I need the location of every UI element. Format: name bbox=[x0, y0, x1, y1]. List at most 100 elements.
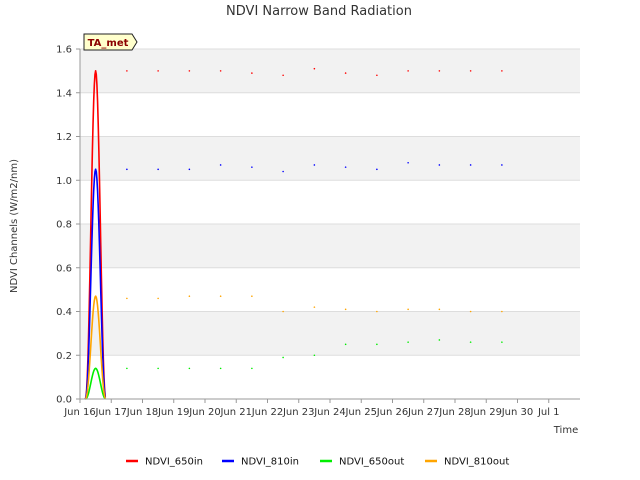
x-tick-label: Jun 21 bbox=[219, 407, 252, 418]
peak-point bbox=[469, 310, 472, 313]
peak-point bbox=[251, 367, 253, 370]
peak-point bbox=[188, 367, 191, 370]
peak-point bbox=[282, 170, 284, 173]
y-tick-label: 0.0 bbox=[56, 395, 72, 406]
y-tick-label: 1.6 bbox=[56, 45, 72, 56]
peak-point bbox=[188, 168, 191, 171]
peak-point bbox=[313, 306, 316, 308]
peak-point bbox=[376, 168, 378, 171]
background-band bbox=[80, 224, 580, 268]
peak-point bbox=[282, 74, 284, 77]
x-tick-label: Jun 22 bbox=[251, 407, 284, 418]
x-tick-label: Jun 30 bbox=[501, 407, 534, 418]
peak-point bbox=[438, 308, 441, 311]
x-tick-label: Jun 23 bbox=[282, 407, 315, 418]
peak-point bbox=[438, 70, 441, 72]
legend-label: NDVI_810out bbox=[444, 457, 509, 468]
legend-item-ndvi_650in: NDVI_650in bbox=[126, 457, 203, 468]
peak-point bbox=[501, 341, 503, 343]
peak-point bbox=[407, 161, 409, 164]
peak-point bbox=[344, 166, 347, 168]
legend: NDVI_650in NDVI_810in NDVI_650out NDVI_810o… bbox=[126, 457, 509, 468]
peak-point bbox=[407, 70, 409, 72]
x-tick-label: Jun 18 bbox=[126, 407, 159, 418]
peak-point bbox=[438, 339, 441, 341]
peak-point bbox=[251, 72, 253, 74]
peak-point bbox=[251, 295, 253, 297]
y-axis-label: NDVI Channels (W/m2/nm) bbox=[9, 159, 20, 293]
x-tick-label: Jun 27 bbox=[407, 407, 440, 418]
background-band bbox=[80, 49, 580, 93]
peak-point bbox=[219, 70, 222, 72]
background-band bbox=[80, 311, 580, 356]
x-tick-label: Jun 16 bbox=[63, 407, 96, 418]
peak-point bbox=[313, 354, 316, 357]
peak-point bbox=[157, 367, 159, 370]
x-tick-label: Jul 1 bbox=[537, 407, 560, 418]
peak-point bbox=[157, 297, 159, 300]
peak-point bbox=[313, 164, 316, 166]
peak-point bbox=[126, 297, 128, 300]
legend-item-ndvi_810in: NDVI_810in bbox=[222, 457, 299, 468]
peak-point bbox=[157, 168, 159, 171]
peak-point bbox=[501, 70, 503, 72]
peak-point bbox=[188, 70, 191, 72]
peak-point bbox=[126, 367, 128, 370]
x-tick-label: Jun 26 bbox=[376, 407, 409, 418]
badge-label: TA_met bbox=[88, 38, 129, 49]
x-tick-labels: Jun 16 Jun 17 Jun 18 Jun 19 Jun 20 Jun 21 Jun … bbox=[63, 399, 560, 418]
peak-point bbox=[469, 164, 472, 166]
peak-point bbox=[94, 168, 97, 171]
peak-point bbox=[344, 72, 347, 74]
x-tick-label: Jun 20 bbox=[188, 407, 221, 418]
peak-point bbox=[376, 74, 378, 77]
peak-point bbox=[251, 166, 253, 168]
peak-point bbox=[94, 295, 97, 297]
y-tick-label: 1.2 bbox=[56, 132, 72, 143]
peak-point bbox=[376, 310, 378, 313]
peak-point bbox=[188, 295, 191, 297]
legend-label: NDVI_810in bbox=[241, 457, 299, 468]
peak-point bbox=[219, 295, 222, 297]
peak-point bbox=[94, 70, 97, 72]
peak-point bbox=[282, 310, 284, 313]
peak-point bbox=[469, 341, 472, 343]
y-tick-labels: 0.0 0.2 0.4 0.6 0.8 1.0 1.2 1.4 1.6 bbox=[56, 45, 80, 406]
peak-point bbox=[438, 164, 441, 166]
peak-point bbox=[157, 70, 159, 72]
peak-point bbox=[94, 367, 97, 370]
x-tick-label: Jun 24 bbox=[313, 407, 346, 418]
x-tick-label: Jun 29 bbox=[469, 407, 502, 418]
peak-point bbox=[126, 70, 128, 72]
x-tick-label: Jun 19 bbox=[157, 407, 190, 418]
plot-background-bands bbox=[80, 49, 580, 399]
peak-point bbox=[469, 70, 472, 72]
legend-item-ndvi_810out: NDVI_810out bbox=[425, 457, 509, 468]
legend-item-ndvi_650out: NDVI_650out bbox=[320, 457, 404, 468]
legend-label: NDVI_650in bbox=[145, 457, 203, 468]
peak-point bbox=[344, 308, 347, 311]
peak-point bbox=[126, 168, 128, 171]
x-tick-label: Jun 25 bbox=[344, 407, 377, 418]
peak-point bbox=[313, 67, 316, 70]
peak-point bbox=[344, 343, 347, 346]
x-tick-label: Jun 17 bbox=[94, 407, 127, 418]
y-tick-label: 0.6 bbox=[56, 263, 72, 274]
peak-point bbox=[501, 310, 503, 313]
peak-point bbox=[407, 308, 409, 311]
series-layer bbox=[84, 67, 503, 400]
legend-label: NDVI_650out bbox=[339, 457, 404, 468]
y-tick-label: 0.2 bbox=[56, 351, 72, 362]
y-tick-label: 1.4 bbox=[56, 88, 72, 99]
chart-title: NDVI Narrow Band Radiation bbox=[226, 4, 412, 19]
peak-point bbox=[219, 164, 222, 166]
ta-met-badge: TA_met bbox=[83, 33, 138, 51]
background-band bbox=[80, 267, 580, 312]
background-band bbox=[80, 136, 580, 181]
peak-point bbox=[376, 343, 378, 346]
y-tick-label: 0.8 bbox=[56, 220, 72, 231]
background-band bbox=[80, 180, 580, 224]
y-tick-label: 1.0 bbox=[56, 176, 72, 187]
peak-point bbox=[407, 341, 409, 343]
background-band bbox=[80, 92, 580, 137]
